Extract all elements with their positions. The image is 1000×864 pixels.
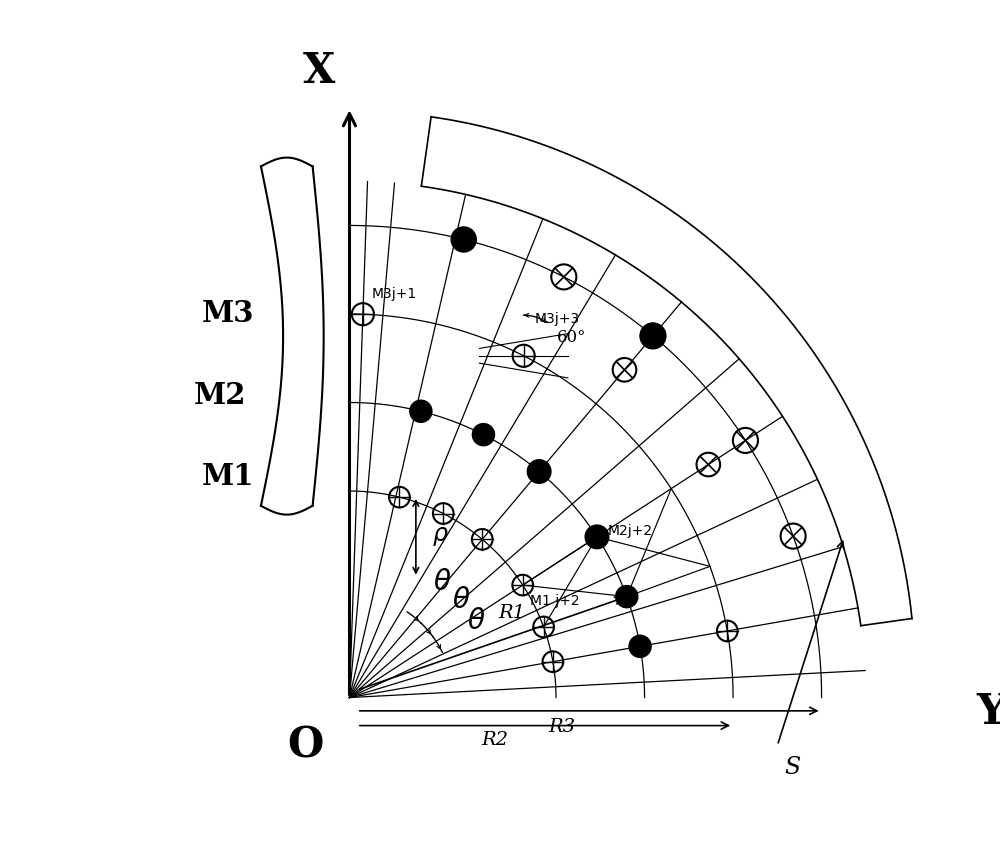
Text: S: S [784,756,800,779]
Circle shape [640,323,665,348]
Text: M1 j+2: M1 j+2 [530,594,580,608]
Text: M2j+2: M2j+2 [608,524,653,538]
Circle shape [451,227,476,252]
Circle shape [616,586,638,607]
Text: 60°: 60° [557,329,586,346]
Text: M3j+1: M3j+1 [372,287,417,301]
Circle shape [472,423,495,446]
Text: Y: Y [976,691,1000,734]
Text: M3j+3: M3j+3 [535,312,580,327]
Text: R2: R2 [482,731,509,749]
Text: $\theta$: $\theta$ [433,569,452,596]
Text: R1: R1 [498,604,525,622]
Circle shape [629,635,651,658]
Text: $\theta$: $\theta$ [452,588,470,614]
Text: M2: M2 [194,381,247,410]
Circle shape [585,525,609,549]
Text: R3: R3 [548,718,575,736]
Text: $\rho$: $\rho$ [432,525,449,549]
Circle shape [527,460,551,483]
Circle shape [410,400,432,422]
Text: $\theta$: $\theta$ [467,608,485,635]
Circle shape [586,526,608,548]
Text: M1: M1 [202,461,254,491]
Text: O: O [287,725,323,766]
Text: X: X [302,49,335,92]
Circle shape [528,461,550,483]
Text: M3: M3 [202,300,254,328]
